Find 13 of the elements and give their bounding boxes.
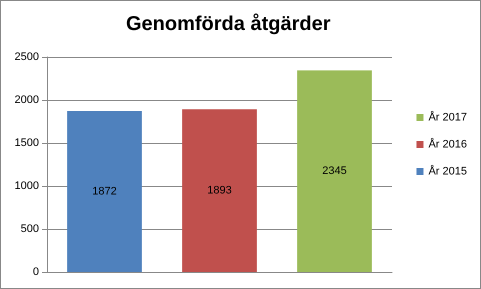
y-tick-label: 2500	[14, 51, 39, 63]
chart-title: Genomförda åtgärder	[126, 13, 331, 35]
y-tick-label: 2000	[14, 94, 39, 106]
data-label: 2345	[322, 165, 347, 178]
data-label: 1872	[92, 186, 117, 198]
legend-label: År 2016	[428, 138, 468, 150]
legend-label: År 2017	[428, 110, 468, 124]
data-label: 1893	[207, 184, 232, 197]
legend-label: År 2015	[428, 164, 468, 178]
y-tick-label: 1000	[14, 180, 39, 192]
y-tick-label: 0	[32, 266, 39, 278]
y-tick-label: 500	[20, 223, 39, 235]
y-tick-label: 1500	[14, 137, 39, 149]
